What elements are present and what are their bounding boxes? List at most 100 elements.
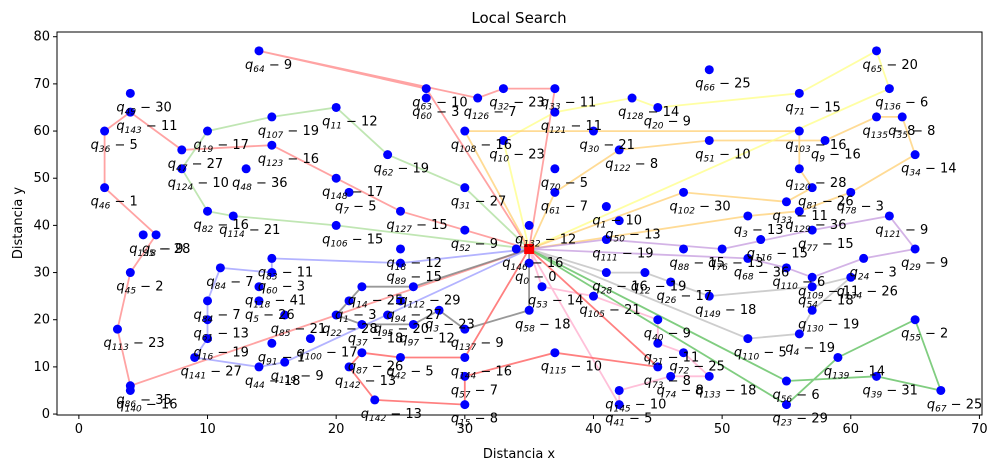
customer-point <box>460 183 470 193</box>
customer-point <box>460 352 470 362</box>
customer-point <box>190 352 200 362</box>
customer-label: q95 − 20 <box>374 322 429 339</box>
customer-label: q61 − 7 <box>541 199 588 216</box>
customer-point <box>653 102 663 112</box>
customer-label: q70 − 5 <box>541 176 588 193</box>
customer-point <box>305 334 315 344</box>
customer-point <box>756 235 766 245</box>
customer-point <box>357 348 367 358</box>
y-tick-label: 40 <box>33 218 50 233</box>
customer-point <box>125 88 135 98</box>
customer-point <box>794 164 804 174</box>
customer-point <box>781 376 791 386</box>
customer-point <box>254 46 264 56</box>
customer-point <box>331 220 341 230</box>
customer-point <box>910 244 920 254</box>
customer-label: q35 − 8 <box>888 124 935 141</box>
customer-point <box>408 282 418 292</box>
customer-label: q78 − 3 <box>837 199 884 216</box>
customer-point <box>807 272 817 282</box>
customer-point <box>203 296 213 306</box>
customer-label: q56 − 6 <box>772 388 819 405</box>
customer-point <box>743 211 753 221</box>
customer-point <box>460 126 470 136</box>
customer-point <box>550 164 560 174</box>
customer-point <box>203 315 213 325</box>
customer-point <box>421 84 431 94</box>
customer-point <box>679 187 689 197</box>
customer-point <box>704 291 714 301</box>
customer-point <box>588 126 598 136</box>
y-axis-label: Distancia y <box>11 187 26 260</box>
x-axis-ticks: 0 10 20 30 40 50 60 70 <box>75 415 988 437</box>
customer-point <box>524 258 534 268</box>
x-tick-label: 40 <box>585 422 602 437</box>
customer-point <box>794 329 804 339</box>
customer-label: q45 − 2 <box>116 280 163 297</box>
customer-point <box>524 305 534 315</box>
customer-point <box>872 371 882 381</box>
customer-point <box>614 400 624 410</box>
customer-point <box>215 263 225 273</box>
customer-point <box>228 211 238 221</box>
customer-label: q1 − 10 <box>592 214 642 231</box>
customer-label: q51 − 10 <box>695 147 750 164</box>
customer-point <box>524 220 534 230</box>
customer-label: q40 − 9 <box>644 327 691 344</box>
route-line <box>528 116 917 250</box>
customer-point <box>614 145 624 155</box>
customer-label: q84 − 7 <box>194 308 241 325</box>
customer-point <box>588 291 598 301</box>
customer-point <box>254 282 264 292</box>
customer-point <box>666 371 676 381</box>
customer-point <box>666 277 676 287</box>
plot-frame <box>56 31 983 416</box>
customer-point <box>704 371 714 381</box>
customer-point <box>717 244 727 254</box>
customer-point <box>395 206 405 216</box>
y-tick-label: 50 <box>33 171 50 186</box>
customer-point <box>679 348 689 358</box>
customer-point <box>177 164 187 174</box>
customer-label: q60 − 3 <box>412 105 459 122</box>
customer-point <box>550 84 560 94</box>
customer-point <box>138 230 148 240</box>
customer-point <box>704 135 714 145</box>
customer-label: q46 − 1 <box>91 195 138 212</box>
y-tick-label: 30 <box>33 266 50 281</box>
customer-label: q20 − 9 <box>644 114 691 131</box>
customer-point <box>781 197 791 207</box>
y-tick-label: 0 <box>42 407 50 422</box>
y-tick-label: 60 <box>33 124 50 139</box>
customer-point <box>833 352 843 362</box>
customer-point <box>267 268 277 278</box>
customer-label: q55 − 2 <box>901 327 948 344</box>
customer-point <box>601 235 611 245</box>
customer-point <box>910 315 920 325</box>
customer-point <box>408 319 418 329</box>
customer-point <box>910 150 920 160</box>
customer-point <box>241 164 251 174</box>
customer-point <box>781 400 791 410</box>
customer-point <box>794 206 804 216</box>
customer-point <box>807 183 817 193</box>
customer-label: q3 − 23 <box>425 317 475 334</box>
customer-point <box>537 282 547 292</box>
customer-point <box>897 112 907 122</box>
customer-point <box>280 310 290 320</box>
y-tick-label: 80 <box>33 30 50 45</box>
customer-point <box>460 225 470 235</box>
customer-point <box>601 202 611 212</box>
customer-point <box>434 305 444 315</box>
customer-point <box>331 310 341 320</box>
customer-point <box>794 126 804 136</box>
customer-point <box>112 324 122 334</box>
customer-point <box>125 107 135 117</box>
customer-point <box>653 338 663 348</box>
customer-point <box>395 244 405 254</box>
customer-label: q4 − 19 <box>785 341 835 358</box>
customer-point <box>627 93 637 103</box>
customer-point <box>872 46 882 56</box>
